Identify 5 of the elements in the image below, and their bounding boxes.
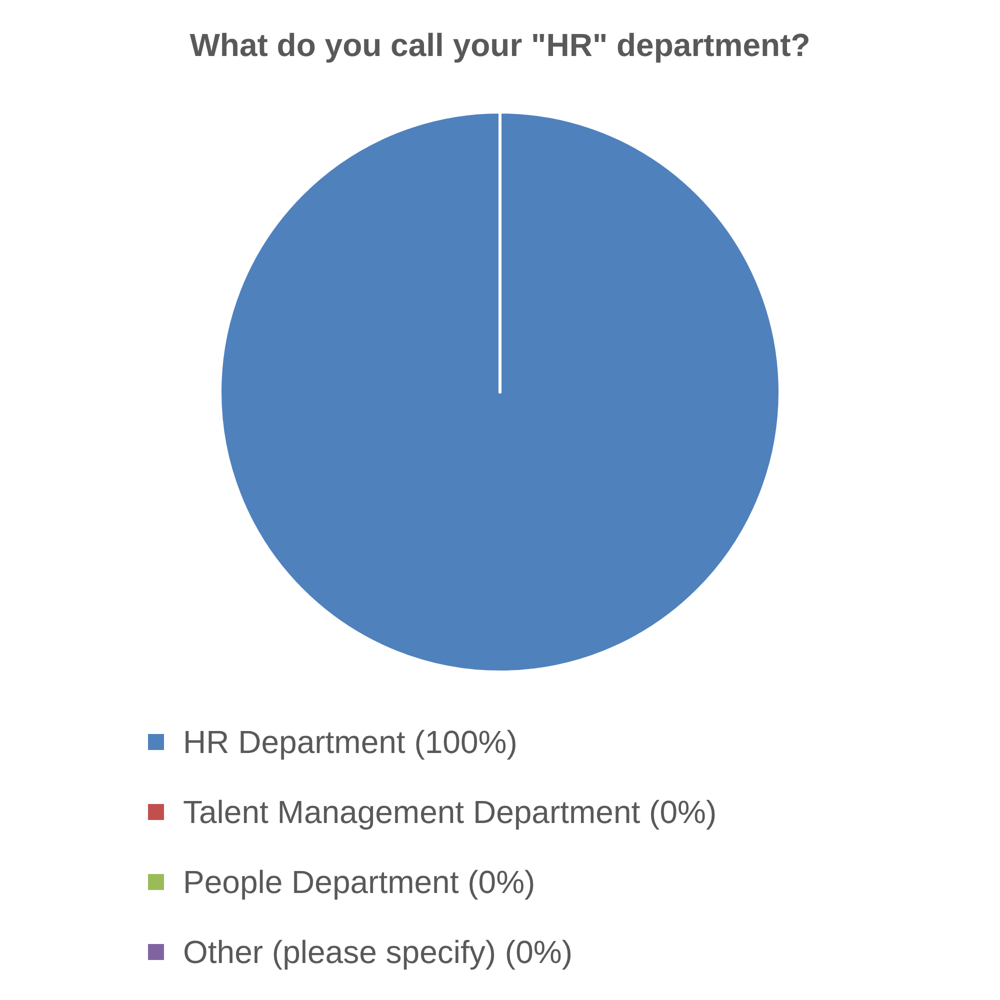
legend-label: Talent Management Department (0%) (183, 794, 717, 830)
legend-label: HR Department (100%) (183, 724, 518, 760)
legend-label: People Department (0%) (183, 864, 536, 900)
chart-title: What do you call your "HR" department? (190, 27, 810, 63)
legend-label: Other (please specify) (0%) (183, 934, 572, 970)
